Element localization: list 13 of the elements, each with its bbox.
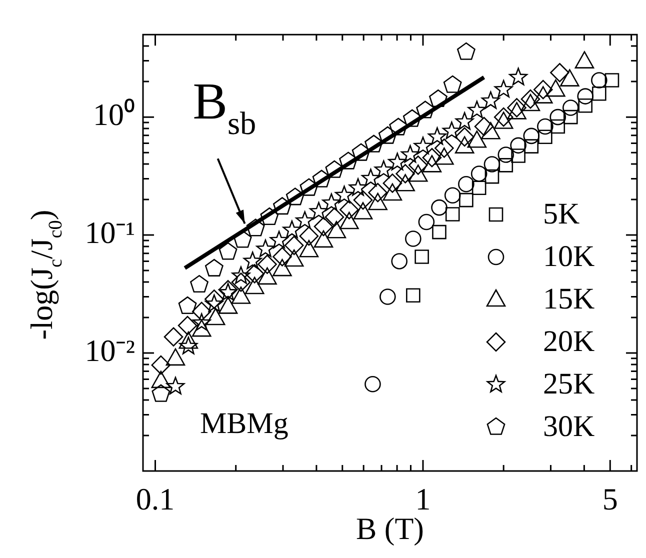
legend-label: 10K xyxy=(543,240,595,273)
y-axis-title: -log(Jc/Jc0) xyxy=(24,210,66,340)
legend-label: 20K xyxy=(543,324,595,358)
legend-label: 30K xyxy=(543,410,595,443)
x-tick-label: 0.1 xyxy=(136,482,175,517)
legend-label: 15K xyxy=(543,282,595,316)
y-tick-label: 10⁰ xyxy=(93,97,135,132)
legend-label: 25K xyxy=(543,367,595,400)
x-tick-label: 5 xyxy=(602,482,618,517)
y-tick-label: 10⁻² xyxy=(84,333,135,368)
legend-label: 5K xyxy=(543,197,580,230)
y-tick-label: 10⁻¹ xyxy=(84,215,135,250)
annotation: MBMg xyxy=(200,407,288,440)
